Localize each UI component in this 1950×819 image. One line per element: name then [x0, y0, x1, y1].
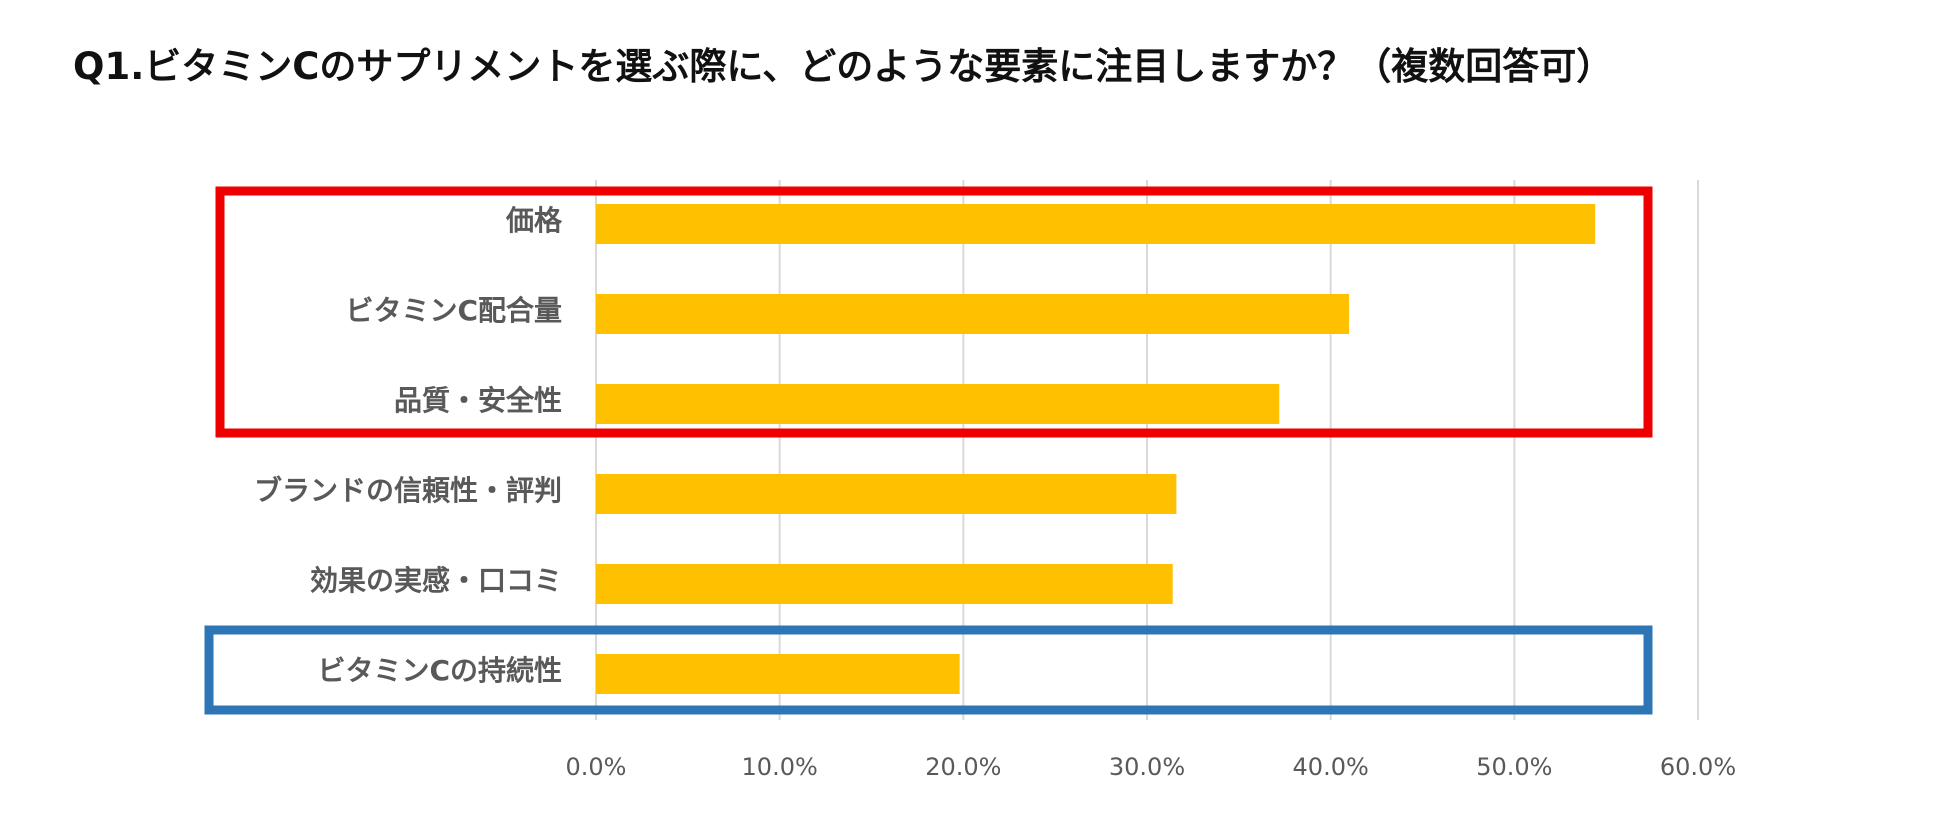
category-label-1: ビタミンC配合量	[345, 294, 562, 327]
bar-4	[596, 564, 1173, 604]
tick-label-2: 20.0%	[925, 753, 1001, 781]
bars	[596, 204, 1596, 694]
highlight-box-blue	[204, 625, 1653, 715]
highlight-boxes	[204, 186, 1653, 715]
tick-label-4: 40.0%	[1293, 753, 1369, 781]
category-label-4: 効果の実感・口コミ	[310, 564, 562, 597]
bar-3	[596, 474, 1177, 514]
bar-1	[596, 294, 1350, 334]
bar-5	[596, 654, 960, 694]
category-label-5: ビタミンCの持続性	[317, 654, 562, 687]
tick-label-5: 50.0%	[1476, 753, 1552, 781]
gridlines	[595, 180, 1699, 720]
x-axis-tick-labels: 0.0% 10.0% 20.0% 30.0% 40.0% 50.0% 60.0%	[566, 753, 1737, 781]
tick-label-1: 10.0%	[742, 753, 818, 781]
tick-label-3: 30.0%	[1109, 753, 1185, 781]
tick-label-0: 0.0%	[566, 753, 627, 781]
category-label-2: 品質・安全性	[394, 384, 562, 417]
chart-title: Q1.ビタミンCのサプリメントを選ぶ際に、どのような要素に注目しますか？（複数回…	[73, 45, 1614, 88]
category-label-0: 価格	[505, 204, 563, 237]
bar-0	[596, 204, 1596, 244]
tick-label-6: 60.0%	[1660, 753, 1736, 781]
category-label-3: ブランドの信頼性・評判	[254, 474, 562, 507]
bar-2	[596, 384, 1280, 424]
highlight-box-red	[215, 186, 1653, 438]
category-labels: 価格ビタミンC配合量品質・安全性ブランドの信頼性・評判効果の実感・口コミビタミン…	[254, 204, 563, 687]
